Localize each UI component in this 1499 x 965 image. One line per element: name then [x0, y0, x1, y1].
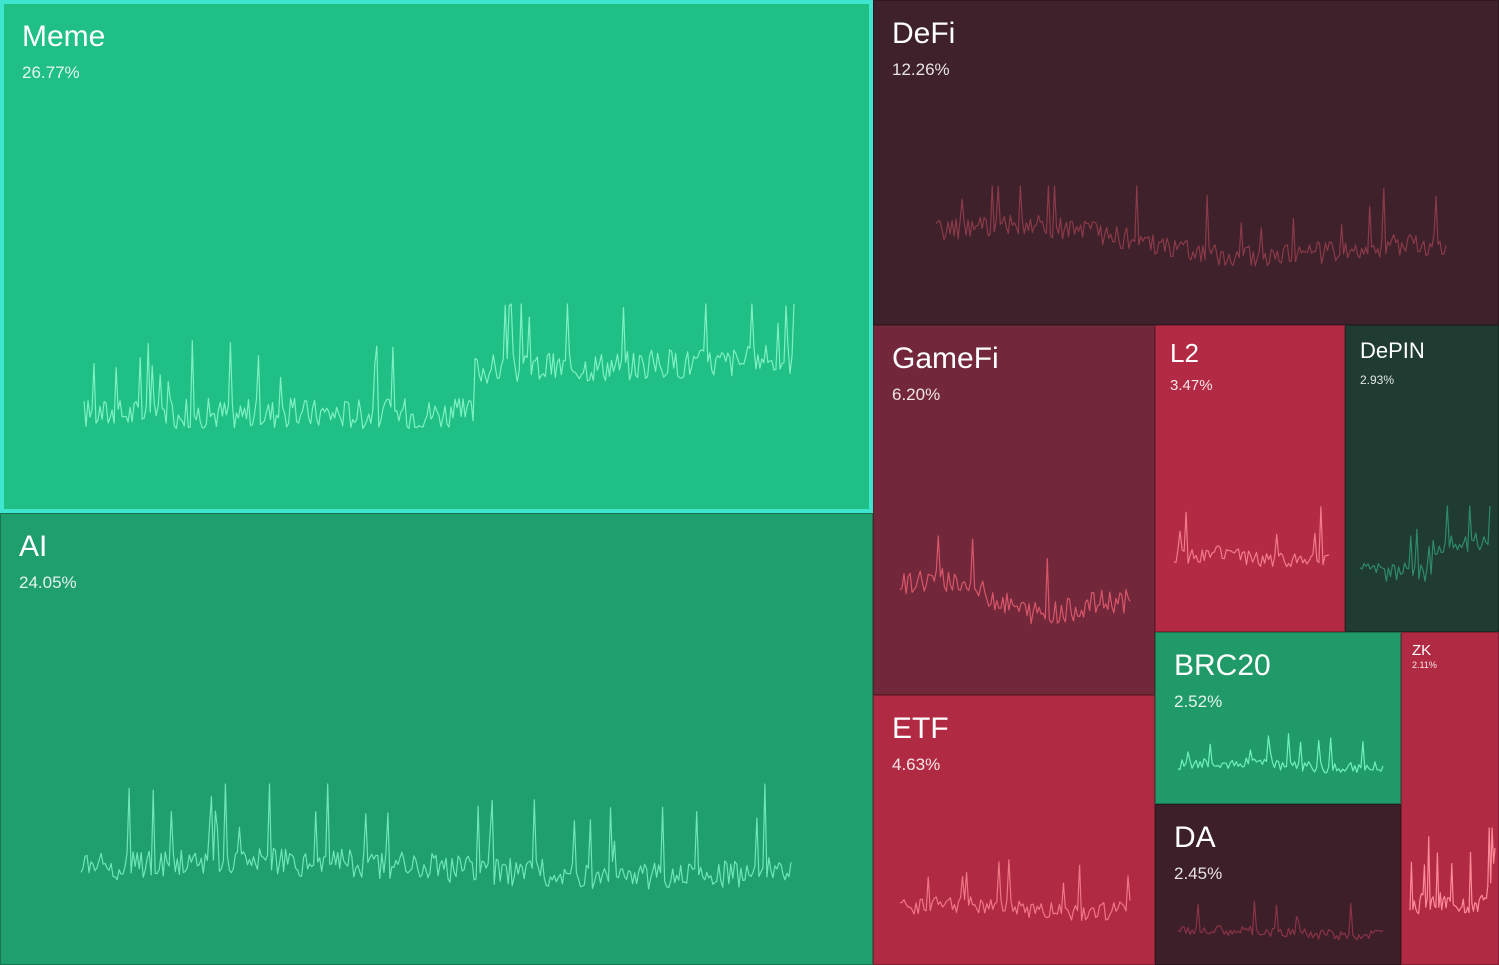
sparkline-path — [83, 303, 795, 430]
sector-share: 2.45% — [1174, 864, 1223, 883]
sector-name: AI — [19, 530, 48, 563]
treemap-tile-gamefi[interactable]: GameFi 6.20% — [873, 325, 1155, 695]
sparkline-path — [1177, 900, 1384, 941]
sector-name: ZK — [1412, 642, 1432, 659]
treemap-tile-meme[interactable]: Meme 26.77% — [0, 0, 873, 513]
sector-name: GameFi — [892, 342, 999, 375]
sparkline-path — [1173, 506, 1330, 568]
sector-name: BRC20 — [1174, 649, 1271, 682]
sparkline-path — [1177, 733, 1384, 774]
sector-name: L2 — [1170, 338, 1199, 368]
sector-share: 2.52% — [1174, 692, 1223, 711]
sparkline-path — [1409, 827, 1496, 915]
sector-name: DeFi — [892, 17, 956, 50]
sector-name: DA — [1174, 821, 1216, 854]
sector-name: Meme — [22, 20, 106, 53]
sparkline-path — [1359, 505, 1491, 582]
sector-name: ETF — [892, 712, 949, 745]
sector-share: 26.77% — [22, 63, 80, 82]
treemap-tile-brc20[interactable]: BRC20 2.52% — [1155, 632, 1401, 804]
sector-share: 2.11% — [1412, 660, 1437, 670]
sparkline — [80, 783, 792, 890]
sparkline — [1177, 733, 1384, 774]
sector-share: 4.63% — [892, 755, 941, 774]
treemap-tile-defi[interactable]: DeFi 12.26% — [873, 0, 1499, 325]
sparkline-path — [935, 185, 1447, 267]
sparkline — [1177, 900, 1384, 941]
sparkline — [899, 535, 1131, 625]
treemap-tile-depin[interactable]: DePIN 2.93% — [1345, 325, 1499, 632]
treemap-tile-etf[interactable]: ETF 4.63% — [873, 695, 1155, 965]
sector-share: 12.26% — [892, 60, 950, 79]
sector-name: DePIN — [1360, 338, 1425, 363]
sparkline-path — [899, 859, 1131, 922]
sparkline — [83, 303, 795, 430]
sparkline — [1173, 506, 1330, 568]
sparkline-path — [80, 783, 792, 890]
sector-share: 2.93% — [1360, 373, 1395, 387]
treemap-tile-ai[interactable]: AI 24.05% — [0, 513, 873, 965]
sparkline-path — [899, 535, 1131, 625]
sparkline — [1409, 827, 1496, 915]
sector-share: 24.05% — [19, 573, 77, 592]
sector-share: 6.20% — [892, 385, 941, 404]
sector-share: 3.47% — [1170, 377, 1213, 394]
sparkline — [899, 859, 1131, 922]
sparkline — [1359, 505, 1491, 582]
treemap-tile-zk[interactable]: ZK 2.11% — [1401, 632, 1499, 965]
treemap-tile-l2[interactable]: L2 3.47% — [1155, 325, 1345, 632]
sparkline — [935, 185, 1447, 267]
treemap-tile-da[interactable]: DA 2.45% — [1155, 804, 1401, 965]
